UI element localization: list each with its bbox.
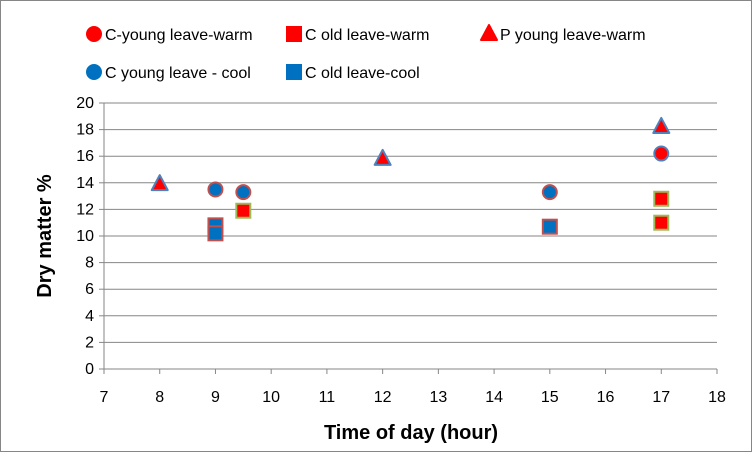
x-tick-label: 18	[708, 389, 726, 406]
y-tick-label: 20	[76, 95, 94, 112]
x-tick-label: 10	[262, 389, 280, 406]
data-point	[541, 184, 558, 201]
legend-marker	[86, 26, 102, 42]
legend-label: C old leave-cool	[305, 65, 420, 82]
x-tick-label: 7	[100, 389, 109, 406]
legend-marker	[286, 26, 302, 42]
gridlines	[104, 102, 717, 343]
x-tick-label: 15	[541, 389, 559, 406]
legend-marker	[86, 64, 102, 80]
data-point	[653, 145, 670, 162]
data-point	[373, 148, 392, 166]
legend-marker	[480, 24, 498, 41]
legend-label: C-young leave-warm	[105, 27, 253, 44]
y-tick-label: 2	[85, 334, 94, 351]
legend-entry: C-young leave-warm	[86, 26, 253, 44]
y-tick-label: 4	[85, 308, 94, 325]
y-tick-label: 10	[76, 228, 94, 245]
data-point	[652, 116, 671, 134]
axes	[99, 102, 718, 374]
data-point	[541, 218, 558, 235]
x-tick-label: 12	[374, 389, 392, 406]
data-point	[653, 190, 670, 207]
legend-label: P young leave-warm	[500, 27, 646, 44]
x-axis-title: Time of day (hour)	[324, 422, 498, 444]
legend-entry: C old leave-warm	[286, 26, 429, 44]
data-points	[150, 116, 671, 242]
y-tick-label: 16	[76, 148, 94, 165]
x-tick-label: 9	[211, 389, 220, 406]
y-tick-label: 0	[85, 361, 94, 378]
legend-marker	[286, 64, 302, 80]
y-tick-label: 6	[85, 281, 94, 298]
legend-entry: P young leave-warm	[480, 24, 646, 44]
legend-entry: C young leave - cool	[86, 64, 251, 82]
tick-labels: 0 2 4 6 8 10 12 14 16 18 20 7 8 9 10 11 12 13 14 15 16 17 18	[76, 95, 726, 406]
y-tick-label: 12	[76, 201, 94, 218]
legend-label: C young leave - cool	[105, 65, 251, 82]
data-point	[207, 225, 224, 242]
data-point	[653, 214, 670, 231]
data-point	[235, 184, 252, 201]
x-tick-label: 11	[319, 389, 336, 406]
x-tick-label: 14	[485, 389, 503, 406]
x-tick-label: 17	[652, 389, 670, 406]
legend: C-young leave-warm C old leave-warm P youn…	[86, 24, 646, 82]
x-tick-label: 8	[155, 389, 164, 406]
x-tick-label: 13	[429, 389, 447, 406]
data-point	[235, 202, 252, 219]
data-point	[207, 181, 224, 198]
legend-label: C old leave-warm	[305, 27, 429, 44]
legend-entry: C old leave-cool	[286, 64, 420, 82]
x-tick-label: 16	[597, 389, 615, 406]
data-point	[150, 174, 169, 192]
y-axis-title: Dry matter %	[34, 174, 56, 298]
y-tick-label: 8	[85, 255, 94, 272]
y-tick-label: 18	[76, 122, 94, 139]
y-tick-label: 14	[76, 175, 94, 192]
